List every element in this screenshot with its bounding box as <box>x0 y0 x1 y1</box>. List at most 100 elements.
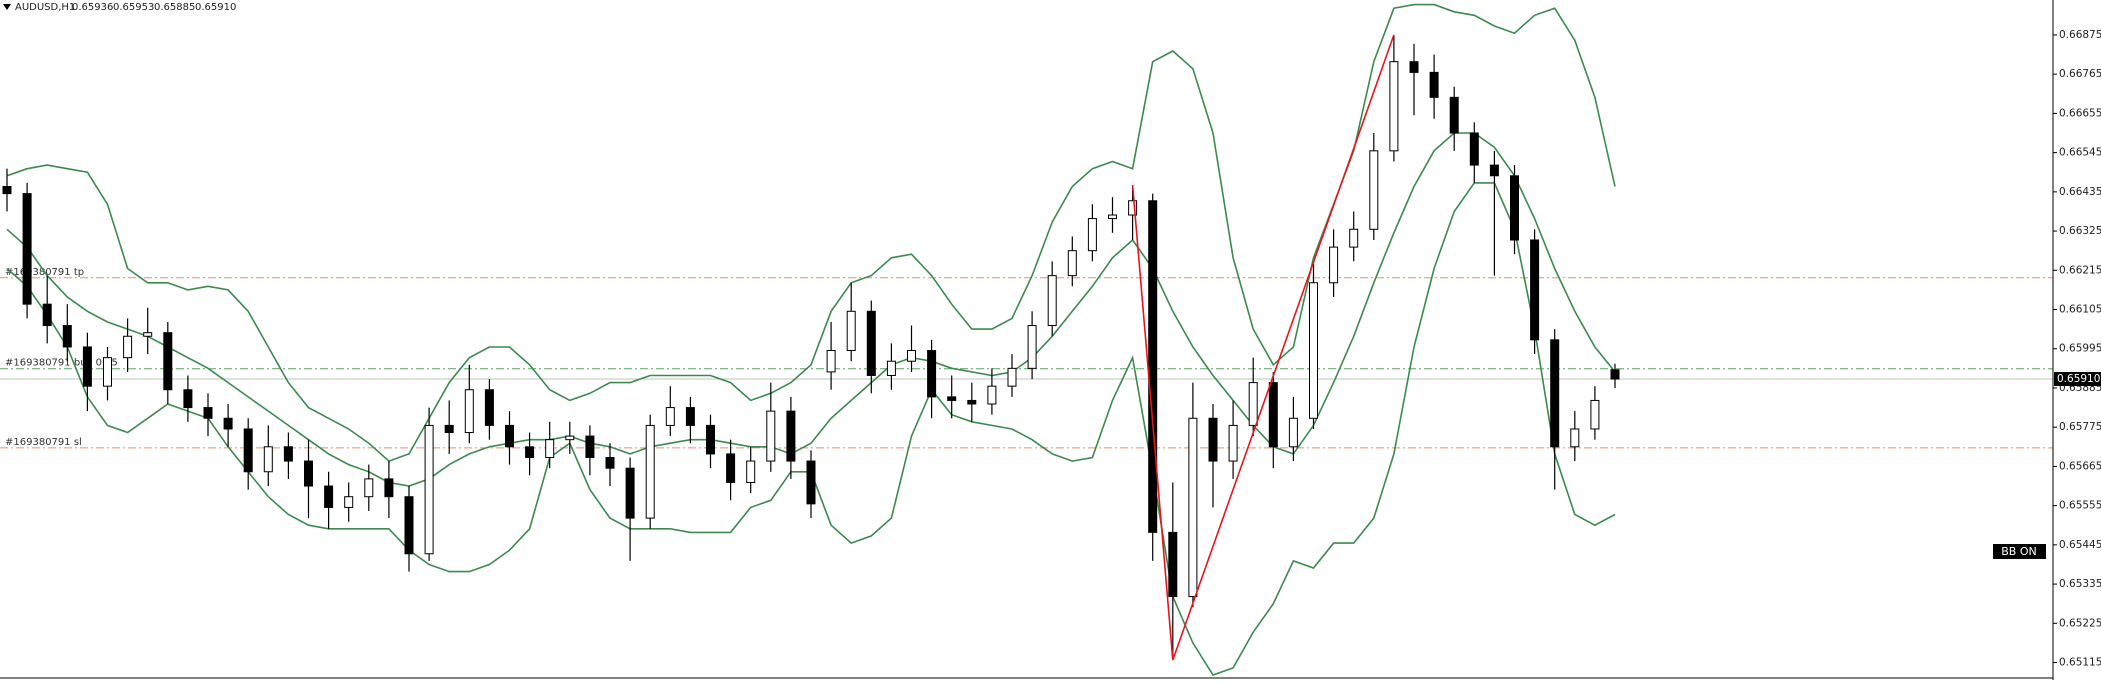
candle-body <box>987 385 997 405</box>
candle-body <box>706 424 715 455</box>
candle-body <box>1610 369 1620 380</box>
candle-body <box>464 389 474 434</box>
header-open: 0.65936 <box>72 2 113 13</box>
candle-body <box>1228 424 1238 462</box>
candle-body <box>1570 428 1580 448</box>
candle-body <box>1329 246 1339 284</box>
candle-body <box>625 467 635 519</box>
candle-body <box>1067 250 1077 277</box>
candle-body <box>2 185 12 195</box>
y-tick-label: 0.66765 <box>2059 68 2101 80</box>
candle-body <box>1047 275 1057 327</box>
symbol: AUDUSD,H1 <box>15 2 75 13</box>
candle-body <box>1489 164 1499 177</box>
candle-body <box>143 332 153 337</box>
candle-body <box>344 496 354 508</box>
candle-body <box>1309 282 1318 419</box>
candle-body <box>384 478 394 498</box>
candle-body <box>967 399 977 405</box>
candle-body <box>565 435 575 441</box>
candle-body <box>1108 214 1117 220</box>
candle-body <box>786 410 796 462</box>
current-price-label: 0.65910 <box>2057 373 2100 385</box>
badge: BB ON <box>2001 545 2036 558</box>
y-tick-label: 0.66105 <box>2059 304 2101 316</box>
candle-body <box>525 446 535 458</box>
collapse-icon[interactable] <box>3 4 11 10</box>
header-close: 0.65910 <box>195 2 236 13</box>
candle-body <box>605 456 615 469</box>
y-tick-label: 0.65115 <box>2059 657 2101 669</box>
candle-body <box>1208 417 1218 462</box>
candle-body <box>223 417 233 430</box>
zigzag-line <box>1131 34 1395 661</box>
candle-body <box>1268 382 1278 448</box>
candle-body <box>203 407 213 419</box>
header-high: 0.65953 <box>113 2 154 13</box>
y-tick-label: 0.65665 <box>2059 460 2101 472</box>
candle-body <box>1449 96 1459 134</box>
candle-body <box>1389 61 1399 152</box>
candle-body <box>62 325 72 348</box>
candle-body <box>243 428 253 473</box>
candle-body <box>1369 150 1379 230</box>
candle-body <box>183 389 193 409</box>
candle-body <box>1027 325 1037 369</box>
candle-body <box>324 485 334 508</box>
header-low: 0.65885 <box>154 2 195 13</box>
candle-body <box>123 335 133 359</box>
candle-body <box>545 439 555 458</box>
candle-body <box>304 460 313 487</box>
candle-body <box>163 332 173 391</box>
candle-body <box>866 310 876 376</box>
candle-body <box>103 357 112 387</box>
y-tick-label: 0.66215 <box>2059 264 2101 276</box>
candle-body <box>42 303 52 327</box>
candle-body <box>1007 367 1017 387</box>
y-tick-label: 0.65335 <box>2059 578 2101 590</box>
candle-body <box>283 446 293 462</box>
plot-area: #169380791 tp#169380791 buy 0.15#1693807… <box>0 3 2053 676</box>
candle-body <box>484 389 494 426</box>
y-tick-label: 0.66655 <box>2059 107 2101 119</box>
candle-body <box>947 396 957 401</box>
y-tick-label: 0.65775 <box>2059 421 2101 433</box>
candle-body <box>1148 200 1158 533</box>
order-level-label: #169380791 sl <box>5 437 82 448</box>
candle-body <box>746 460 756 483</box>
candle-body <box>1469 132 1479 166</box>
candle-body <box>1288 417 1298 448</box>
y-tick-label: 0.66545 <box>2059 147 2101 159</box>
candle-body <box>685 407 695 426</box>
y-tick-label: 0.65225 <box>2059 617 2101 629</box>
candle-body <box>665 407 675 426</box>
candle-body <box>505 424 514 448</box>
candle-body <box>1188 417 1198 598</box>
y-tick-label: 0.65555 <box>2059 500 2101 512</box>
candle-body <box>364 478 374 498</box>
candle-body <box>726 453 736 483</box>
bollinger-band <box>6 132 1616 487</box>
candle-body <box>1530 239 1540 341</box>
y-tick-label: 0.65995 <box>2059 343 2101 355</box>
candle-body <box>1409 61 1419 73</box>
candle-body <box>766 410 776 462</box>
candle-body <box>886 360 896 376</box>
candle-body <box>907 350 916 362</box>
candle-body <box>1590 399 1600 430</box>
badge-box <box>1993 544 2046 559</box>
candle-body <box>806 460 816 505</box>
candle-body <box>846 310 856 352</box>
candle-body <box>424 424 434 555</box>
candle-body <box>1087 218 1097 252</box>
y-tick-label: 0.66435 <box>2059 186 2101 198</box>
candle-body <box>22 193 32 305</box>
candle-body <box>645 424 655 519</box>
order-level-label: #169380791 buy 0.15 <box>5 358 118 369</box>
current-price-box <box>2054 372 2101 387</box>
candle-body <box>927 350 937 398</box>
y-tick-label: 0.66875 <box>2059 29 2101 41</box>
candle-body <box>404 496 414 555</box>
y-tick-label: 0.65445 <box>2059 539 2101 551</box>
